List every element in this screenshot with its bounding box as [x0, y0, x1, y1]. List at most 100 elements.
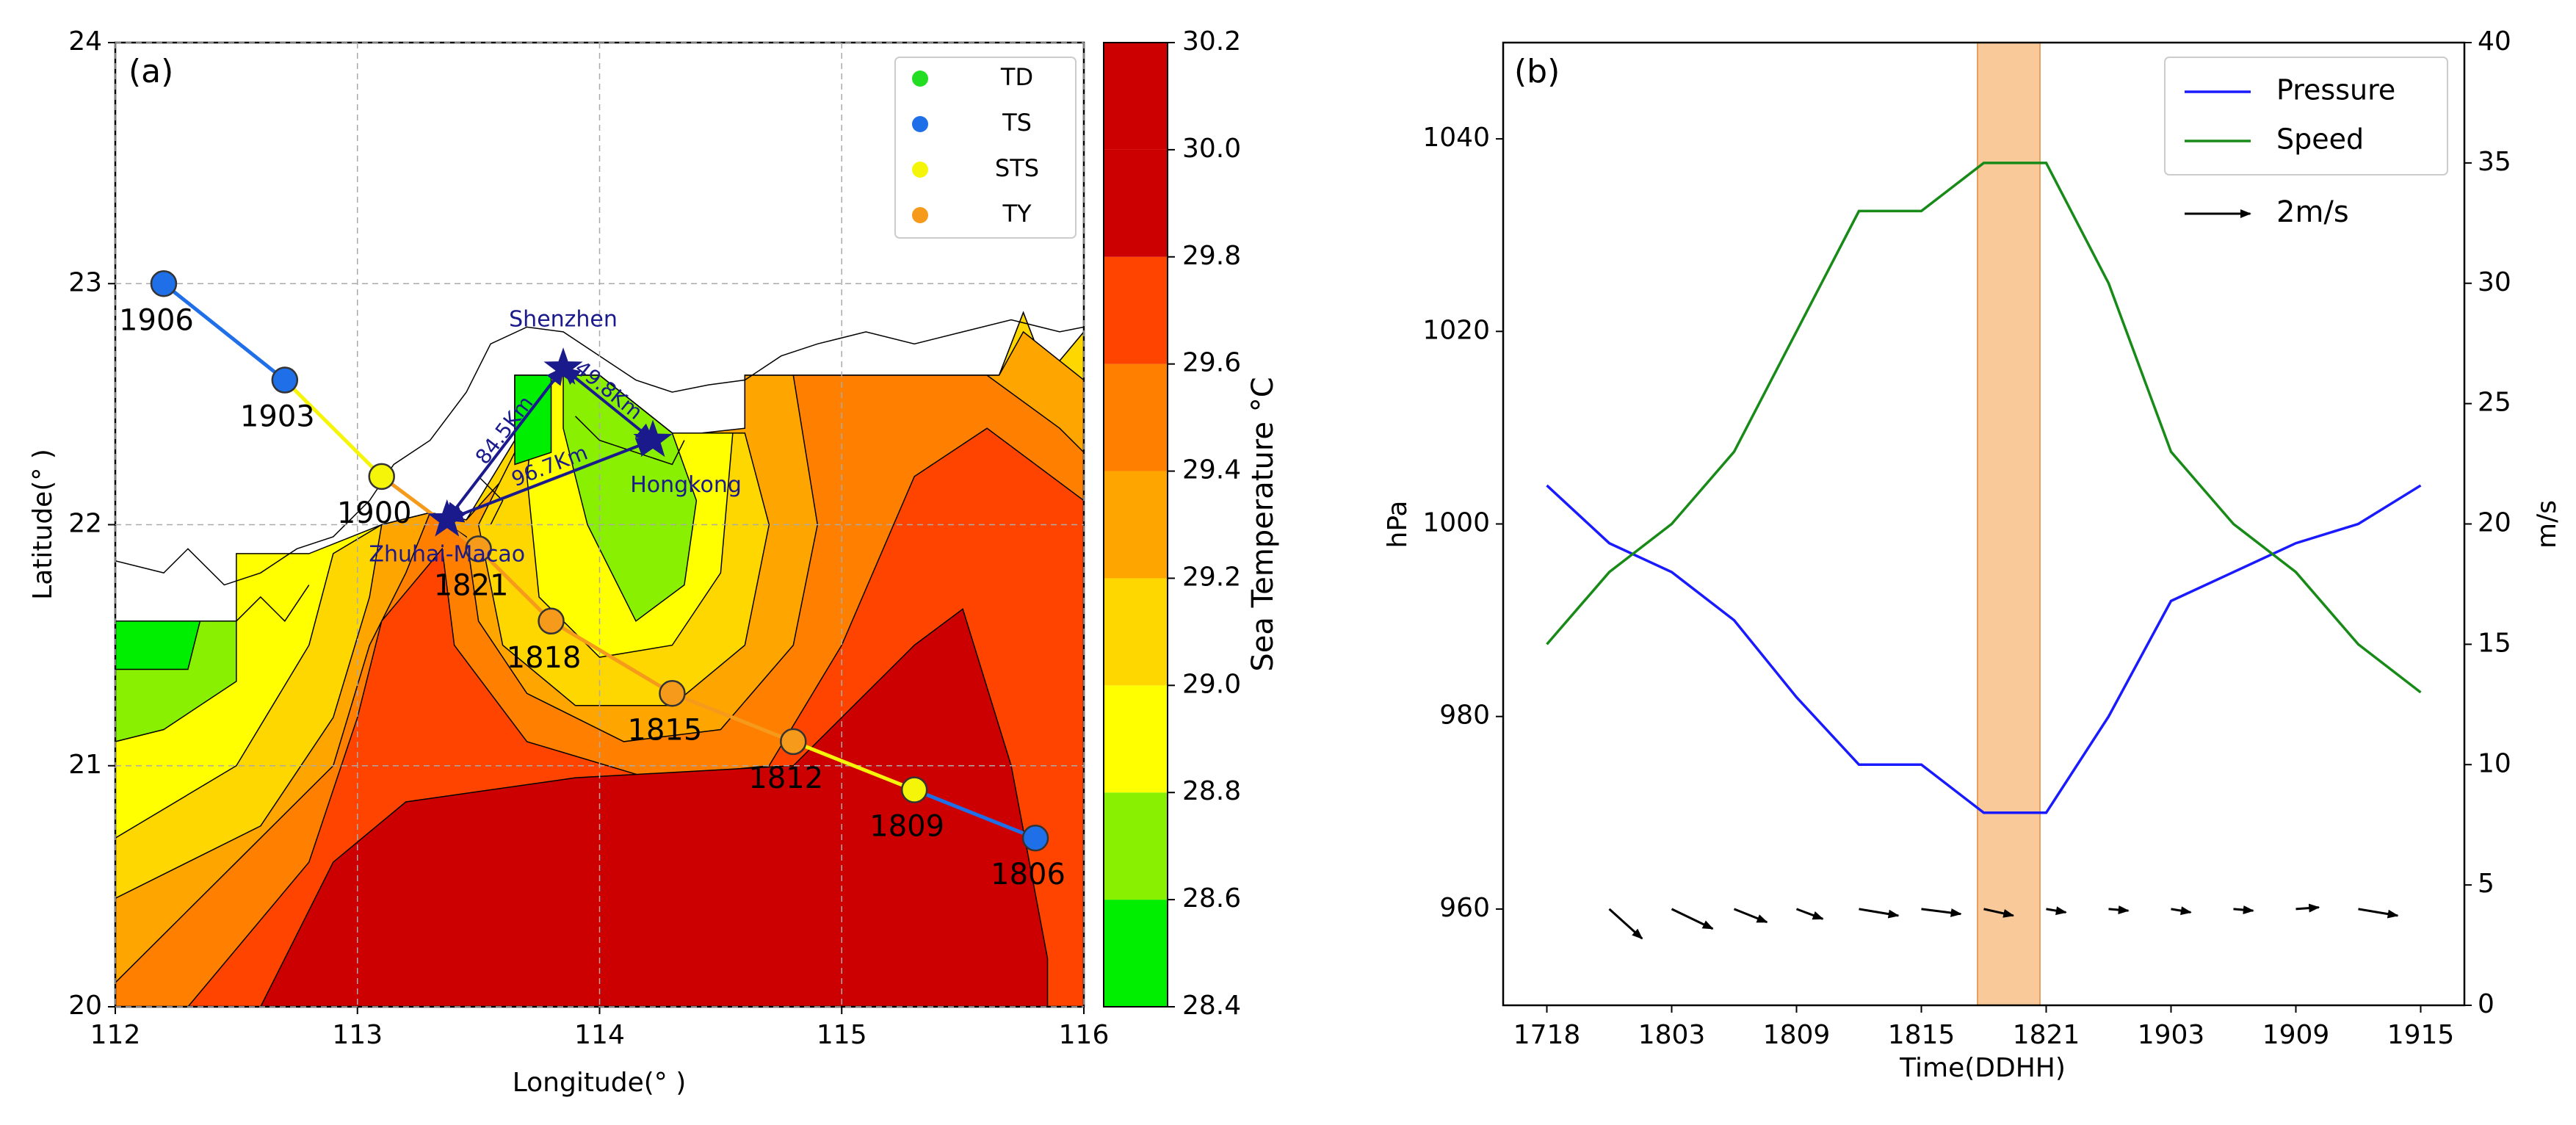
- x-tick-label: 115: [817, 1020, 867, 1050]
- track-segment: [162, 282, 286, 382]
- y-tick-label: 20: [68, 991, 102, 1021]
- colorbar-band: [1104, 363, 1168, 471]
- track-label: 1906: [119, 303, 194, 337]
- colorbar-band: [1104, 256, 1168, 364]
- colorbar-frame: [1103, 42, 1168, 1008]
- track-label: 1818: [507, 641, 582, 675]
- legend-marker: [912, 207, 928, 223]
- colorbar-label: Sea Temperature °C: [1246, 377, 1280, 671]
- track-label: 1815: [628, 713, 703, 747]
- colorbar-band: [1104, 471, 1168, 579]
- wind-arrow: [2046, 906, 2067, 916]
- x-tick-label: 1815: [1888, 1020, 1955, 1050]
- y-axis-label: Latitude(° ): [28, 449, 58, 600]
- x-tick-label: 1909: [2262, 1020, 2330, 1050]
- wind-arrow: [1795, 908, 1824, 920]
- track-segment: [913, 788, 1036, 840]
- track-segment: [671, 691, 795, 744]
- track-label: 1821: [434, 568, 509, 602]
- city-label: Zhuhai-Macao: [369, 541, 525, 567]
- x-tick-label: 1803: [1638, 1020, 1706, 1050]
- panel-label: (b): [1514, 53, 1560, 90]
- y-tick-label: 1000: [1422, 508, 1490, 538]
- city-star: [427, 499, 467, 537]
- colorbar-tick-label: 29.0: [1182, 669, 1241, 699]
- colorbar-band: [1104, 43, 1168, 150]
- wind-arrow: [1921, 908, 1962, 917]
- colorbar-tick-label: 30.2: [1182, 26, 1241, 57]
- wind-arrow: [2233, 905, 2254, 914]
- city-star: [543, 347, 583, 385]
- legend-label: TD: [1000, 63, 1033, 91]
- wind-arrow: [1859, 908, 1900, 919]
- colorbar-band: [1104, 685, 1168, 793]
- x-tick-label: 1821: [2013, 1020, 2080, 1050]
- legend-label: Pressure: [2276, 74, 2395, 106]
- series-line: [1546, 162, 2422, 694]
- wind-arrow: [1983, 908, 2015, 918]
- colorbar-tick-label: 28.6: [1182, 883, 1241, 914]
- legend-b-box: [2164, 57, 2448, 176]
- track-point: [271, 366, 299, 394]
- legend-label: TY: [1002, 200, 1032, 228]
- track-point: [780, 728, 807, 756]
- colorbar-band: [1104, 149, 1168, 257]
- track-point: [150, 270, 178, 297]
- city-label: Hongkong: [630, 472, 742, 498]
- track-label: 1806: [991, 858, 1066, 891]
- y-tick-label: 980: [1439, 701, 1490, 731]
- legend-label: TS: [1002, 109, 1032, 137]
- panel-label: (a): [129, 53, 173, 90]
- colorbar-tick-label: 29.6: [1182, 348, 1241, 378]
- colorbar-tick-label: 28.4: [1182, 991, 1241, 1021]
- x-axis-label: Longitude(° ): [513, 1068, 687, 1098]
- y-tick-label: 22: [68, 509, 102, 539]
- colorbar-tick-label: 30.0: [1182, 134, 1241, 164]
- track-segment: [380, 474, 480, 551]
- colorbar-tick-label: 29.4: [1182, 455, 1241, 485]
- city-label: Shenzhen: [509, 307, 618, 333]
- track-point: [368, 463, 395, 491]
- track-segment: [283, 378, 383, 478]
- highlight-span: [1977, 42, 2041, 1006]
- track-point: [538, 607, 565, 635]
- y-tick-label: 23: [68, 267, 102, 297]
- y-tick-label: 960: [1439, 893, 1490, 923]
- y2-axis-label: m/s: [2532, 500, 2562, 549]
- track-segment: [477, 547, 553, 623]
- legend-marker: [912, 116, 928, 132]
- y-tick-label: 24: [68, 26, 102, 57]
- wind-arrow: [2171, 906, 2192, 916]
- y2-tick-label: 0: [2478, 989, 2494, 1019]
- wind-arrow: [2295, 903, 2320, 913]
- y2-tick-label: 10: [2478, 748, 2511, 778]
- legend-marker: [912, 70, 928, 87]
- y2-tick-label: 35: [2478, 147, 2511, 177]
- colorbar-band: [1104, 792, 1168, 900]
- distance-link: [562, 366, 654, 442]
- y2-tick-label: 20: [2478, 508, 2511, 538]
- legend-a-box: [894, 57, 1077, 239]
- city-star: [633, 419, 673, 457]
- legend-marker: [912, 162, 928, 178]
- track-label: 1809: [869, 810, 944, 844]
- x-tick-label: 1903: [2138, 1020, 2205, 1050]
- series-line: [1546, 484, 2422, 814]
- y2-tick-label: 25: [2478, 388, 2511, 418]
- track-label: 1812: [748, 762, 823, 795]
- track-point: [1021, 824, 1049, 852]
- colorbar-tick-label: 28.8: [1182, 776, 1241, 806]
- y2-tick-label: 40: [2478, 26, 2511, 57]
- x-tick-label: 1718: [1513, 1020, 1581, 1050]
- wind-arrow: [2108, 905, 2130, 914]
- y2-tick-label: 15: [2478, 628, 2511, 658]
- y2-tick-label: 5: [2478, 869, 2494, 899]
- x-tick-label: 116: [1059, 1020, 1110, 1050]
- track-segment: [550, 619, 673, 695]
- legend-label: Speed: [2276, 123, 2364, 156]
- track-label: 1903: [240, 400, 315, 434]
- y-axis-label: hPa: [1383, 501, 1413, 549]
- x-tick-label: 114: [574, 1020, 625, 1050]
- quiver-key-label: 2m/s: [2276, 195, 2349, 229]
